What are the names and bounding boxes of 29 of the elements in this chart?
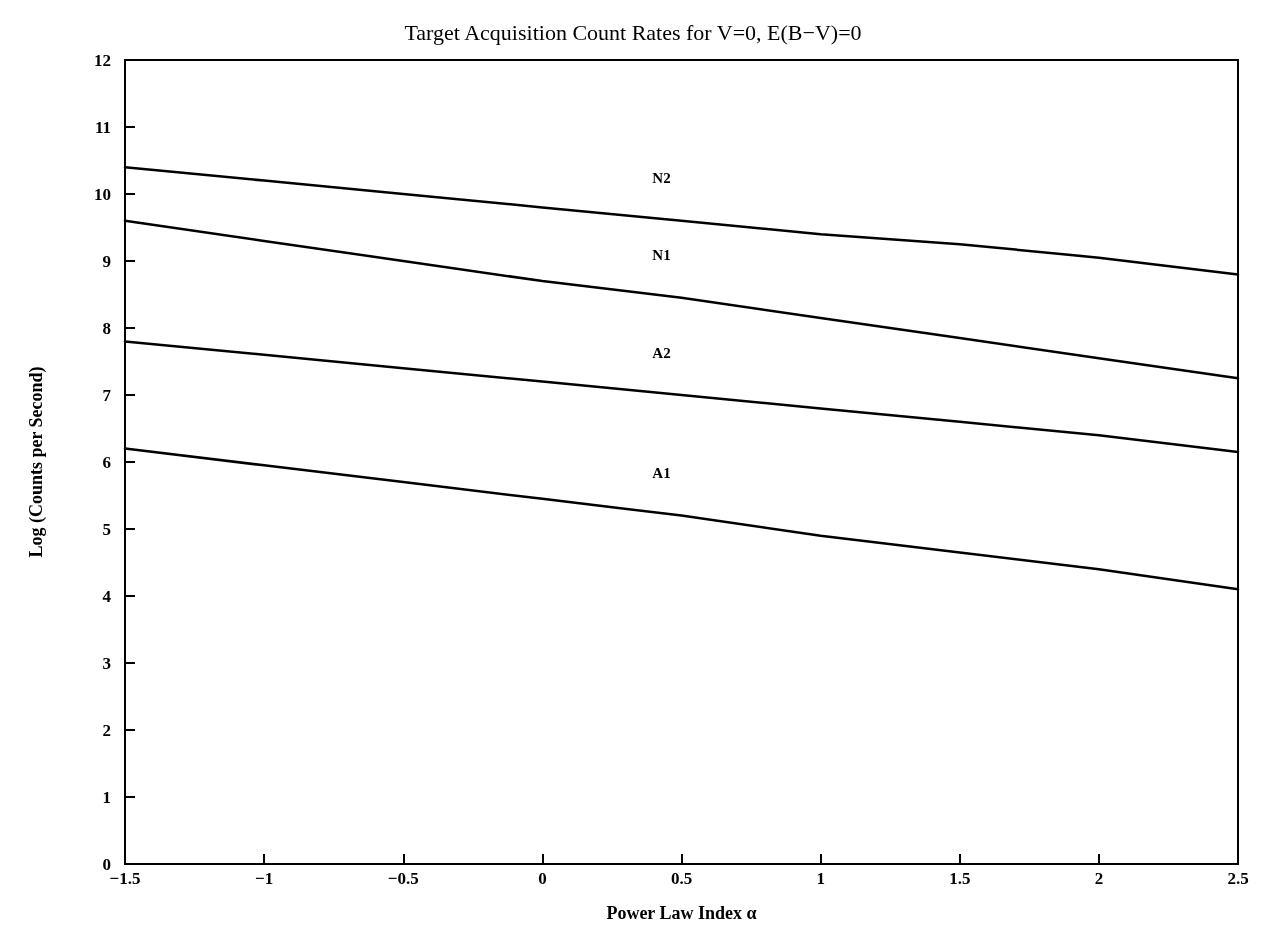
y-tick-label: 11	[94, 117, 111, 137]
y-tick-label: 5	[102, 519, 111, 539]
y-tick-label: 6	[102, 452, 111, 472]
x-tick-label: 1	[816, 869, 825, 888]
y-tick-label: 0	[102, 854, 111, 874]
y-tick-label: 10	[94, 184, 111, 204]
y-tick-label: 1	[102, 787, 111, 807]
text: A2	[652, 344, 671, 361]
y-tick-label: 4	[102, 586, 112, 606]
text: A1	[652, 465, 671, 482]
x-tick-label: −1.5	[109, 869, 141, 888]
x-tick-label: −1	[255, 869, 274, 888]
text: N2	[652, 170, 671, 187]
x-tick-label: 0	[538, 869, 547, 888]
x-tick-label: 0.5	[670, 869, 693, 888]
y-tick-label: 2	[102, 720, 111, 740]
text: N1	[652, 247, 671, 264]
x-tick-label: 1.5	[949, 869, 971, 888]
x-tick-label: 2.5	[1227, 869, 1249, 888]
x-tick-label: −0.5	[387, 869, 419, 888]
y-axis-title: Log (Counts per Second)	[26, 366, 47, 558]
chart-title: Target Acquisition Count Rates for V=0, E(B−V)=0	[404, 19, 862, 45]
y-tick-label: 12	[94, 50, 111, 70]
y-tick-label: 8	[102, 318, 111, 338]
y-tick-label: 9	[102, 251, 111, 271]
y-tick-label: 7	[102, 385, 112, 405]
x-axis-title: Power Law Index α	[606, 903, 757, 923]
y-tick-label: 3	[102, 653, 111, 673]
x-tick-label: 2	[1094, 869, 1104, 888]
